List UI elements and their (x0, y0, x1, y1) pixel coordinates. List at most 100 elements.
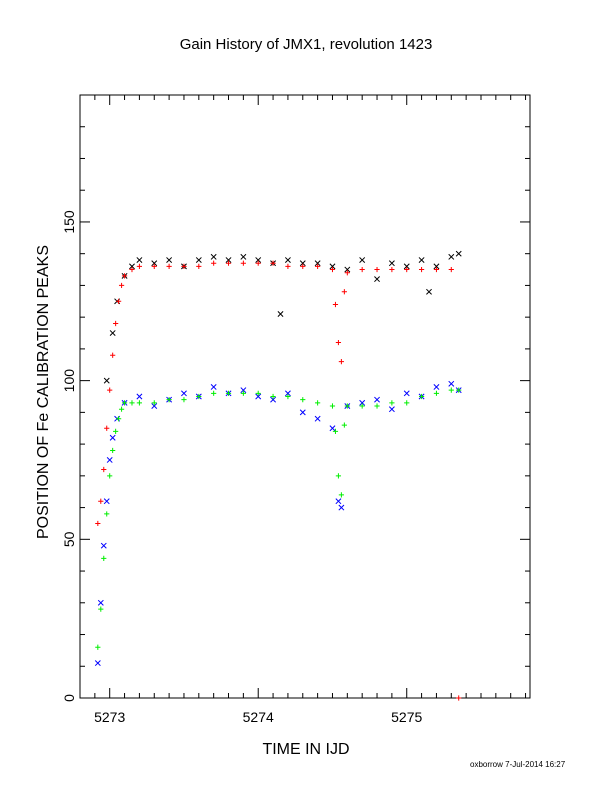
data-point (418, 393, 425, 400)
data-point (433, 266, 440, 273)
data-point (270, 393, 276, 400)
data-point (388, 406, 395, 413)
y-tick-label: 150 (61, 210, 77, 234)
data-point (121, 273, 128, 279)
data-point (129, 266, 135, 273)
y-axis-label: POSITION OF Fe CALIBRATION PEAKS (35, 245, 52, 539)
data-point (329, 425, 336, 432)
data-point (195, 257, 202, 263)
data-point (113, 428, 119, 435)
data-point (104, 425, 110, 431)
x-tick-label: 5274 (243, 709, 274, 725)
data-point (374, 276, 380, 283)
data-point (118, 406, 125, 412)
data-point (225, 390, 232, 396)
data-point (433, 263, 440, 270)
data-point (210, 253, 217, 260)
data-point (270, 396, 277, 403)
data-point (329, 403, 336, 409)
data-point (277, 311, 284, 317)
data-point (448, 253, 455, 260)
data-point (329, 263, 336, 270)
data-point (255, 390, 261, 396)
data-point (240, 253, 247, 260)
data-point (300, 263, 306, 269)
data-point (335, 498, 342, 505)
data-point (448, 266, 454, 273)
data-point (104, 511, 110, 517)
data-point (225, 257, 232, 263)
data-point (103, 377, 110, 384)
data-point (374, 403, 380, 409)
data-point (116, 416, 122, 422)
data-point (335, 339, 342, 346)
data-point (338, 504, 345, 511)
data-point (255, 260, 261, 266)
data-point (359, 266, 365, 273)
data-point (121, 400, 128, 406)
data-point (196, 263, 202, 269)
data-point (240, 390, 246, 396)
data-point (344, 403, 350, 409)
data-point (211, 260, 217, 266)
data-point (285, 393, 291, 400)
y-tick-label: 0 (61, 694, 77, 702)
data-point (332, 301, 339, 308)
data-point (101, 555, 107, 561)
data-point (403, 390, 410, 397)
data-point (403, 263, 410, 270)
data-point (315, 400, 321, 406)
data-point (255, 257, 262, 263)
x-axis-label: TIME IN IJD (262, 741, 349, 758)
data-point (136, 257, 143, 263)
data-point (98, 498, 104, 504)
data-point (389, 400, 395, 406)
data-point (97, 599, 104, 606)
data-point (426, 288, 432, 295)
data-point (314, 260, 321, 267)
data-point (344, 266, 351, 273)
data-point (359, 257, 366, 263)
data-point (94, 660, 101, 667)
data-point (196, 393, 202, 400)
data-point (110, 447, 116, 454)
data-point (101, 466, 107, 473)
data-point (166, 263, 172, 269)
data-point (113, 320, 119, 327)
data-point (129, 400, 135, 406)
data-point (418, 257, 425, 263)
footer-credit: oxborrow 7-Jul-2014 16:27 (470, 760, 566, 769)
data-point (374, 396, 380, 403)
data-point (270, 260, 276, 266)
data-point (299, 260, 306, 267)
data-series (94, 250, 462, 701)
data-point (166, 397, 172, 403)
plot-frame (79, 94, 531, 699)
data-point (455, 250, 462, 257)
data-point (433, 384, 440, 390)
series-0 (103, 250, 462, 384)
data-point (225, 260, 232, 266)
data-point (240, 387, 247, 394)
y-axis-ticks: 0 50 100 150 (61, 94, 530, 702)
data-point (118, 282, 125, 289)
data-point (210, 384, 217, 390)
data-point (166, 257, 173, 263)
data-point (418, 266, 425, 273)
data-point (448, 380, 455, 387)
data-point (341, 289, 347, 295)
data-point (181, 263, 187, 269)
data-point (374, 266, 380, 273)
data-point (106, 457, 113, 463)
data-point (300, 397, 306, 403)
data-point (103, 498, 110, 505)
data-point (315, 263, 321, 269)
data-point (109, 434, 116, 441)
data-point (433, 390, 440, 396)
data-point (95, 644, 101, 650)
data-point (404, 400, 410, 406)
data-point (95, 520, 101, 527)
data-point (181, 390, 187, 397)
series-3 (95, 387, 462, 650)
